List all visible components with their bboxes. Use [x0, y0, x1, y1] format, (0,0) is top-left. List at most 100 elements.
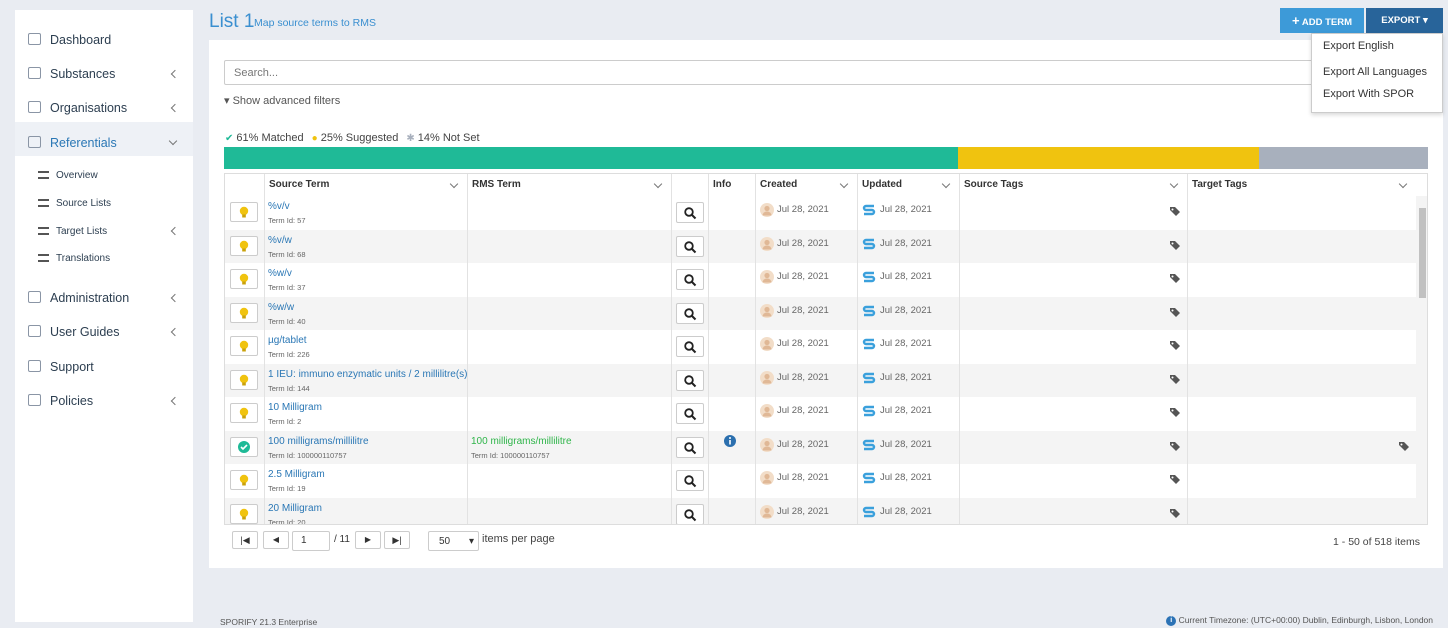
user-avatar [760, 471, 774, 485]
table-row[interactable]: 20 Milligram Term Id: 20 Jul 28, 2021 Jul 2… [225, 497, 1416, 524]
cell-border [959, 497, 960, 524]
nav-item[interactable]: Support [15, 357, 193, 377]
cell-border [671, 196, 672, 230]
nav-item[interactable]: User Guides [15, 322, 193, 342]
search-button[interactable] [676, 202, 704, 223]
source-term[interactable]: %w/w [268, 301, 295, 313]
table-row[interactable]: %v/v Term Id: 57 Jul 28, 2021 Jul 28, 2021 [225, 196, 1416, 230]
sort-chevron[interactable] [653, 179, 663, 189]
nav-item[interactable]: Administration [15, 288, 193, 308]
table-row[interactable]: %w/w Term Id: 40 Jul 28, 2021 Jul 28, 2021 [225, 296, 1416, 330]
table-row[interactable]: µg/tablet Term Id: 226 Jul 28, 2021 Jul 28,… [225, 330, 1416, 364]
source-term[interactable]: 100 milligrams/millilitre [268, 435, 369, 447]
column-title: Target Tags [1192, 179, 1248, 190]
suggested-icon [239, 340, 249, 352]
cell-border [1187, 330, 1188, 364]
status-legend: ✔ 61% Matched ● 25% Suggested ✱ 14% Not Set [225, 132, 480, 144]
table-row[interactable]: 100 milligrams/millilitre Term Id: 100000… [225, 430, 1416, 464]
export-button[interactable]: EXPORT ▾ [1366, 8, 1443, 33]
updated-date: Jul 28, 2021 [880, 304, 932, 316]
status-button[interactable] [230, 503, 258, 524]
search-button[interactable] [676, 235, 704, 257]
nav-label: Dashboard [50, 33, 112, 47]
sort-chevron[interactable] [1169, 179, 1179, 189]
filters-toggle-label: Show advanced filters [232, 95, 341, 107]
nav-item[interactable]: Referentials [15, 133, 193, 153]
search-input[interactable]: Search... [224, 60, 1428, 85]
sort-chevron[interactable] [449, 179, 459, 189]
search-button[interactable] [676, 436, 704, 458]
sub-nav-item[interactable]: Source Lists [38, 198, 111, 209]
cell-border [959, 296, 960, 330]
search-button[interactable] [676, 403, 704, 424]
status-button[interactable] [230, 436, 258, 457]
scrollbar-thumb[interactable] [1419, 208, 1426, 298]
cell-border [671, 229, 672, 263]
source-term[interactable]: %v/w [268, 234, 292, 246]
status-button[interactable] [230, 202, 258, 222]
table-row[interactable]: %w/v Term Id: 37 Jul 28, 2021 Jul 28, 2021 [225, 263, 1416, 297]
export-menu-item[interactable]: Export All Languages [1323, 66, 1427, 78]
prev-page-button[interactable]: ◀ [263, 531, 289, 549]
filters-toggle[interactable]: ▾ Show advanced filters [224, 95, 341, 107]
nav-item[interactable]: Dashboard [15, 30, 193, 50]
sort-chevron[interactable] [839, 179, 849, 189]
table-row[interactable]: 1 IEU: immuno enzymatic units / 2 millil… [225, 363, 1416, 397]
nav-label: Administration [50, 291, 130, 305]
export-menu-item[interactable]: Export English [1323, 40, 1394, 52]
source-term[interactable]: 1 IEU: immuno enzymatic units / 2 millil… [268, 368, 468, 380]
source-term[interactable]: 2.5 Milligram [268, 469, 325, 480]
source-term[interactable]: %v/v [268, 201, 290, 212]
cell-border [857, 397, 858, 431]
nav-item[interactable]: Substances [15, 64, 193, 84]
sub-nav-label: Overview [56, 170, 98, 181]
status-button[interactable] [230, 235, 258, 256]
rms-term[interactable]: 100 milligrams/millilitre [471, 435, 572, 447]
status-button[interactable] [230, 369, 258, 390]
page-input[interactable]: 1 [292, 531, 330, 551]
source-tag-icon [1170, 408, 1180, 417]
last-page-button[interactable]: ▶| [384, 531, 410, 549]
column-header: Target Tags [1187, 174, 1416, 196]
plus-icon: + [1291, 13, 1300, 28]
source-term[interactable]: %w/v [268, 268, 292, 279]
cell-border [671, 296, 672, 330]
search-button[interactable] [676, 336, 704, 357]
table-row[interactable]: %v/w Term Id: 68 Jul 28, 2021 Jul 28, 2021 [225, 229, 1416, 263]
cell-border [467, 296, 468, 330]
export-menu-item[interactable]: Export With SPOR [1323, 88, 1415, 100]
source-term[interactable]: µg/tablet [268, 335, 307, 346]
sub-nav-item[interactable]: Target Lists [38, 226, 107, 237]
status-button[interactable] [230, 269, 258, 289]
table-row[interactable]: 2.5 Milligram Term Id: 19 Jul 28, 2021 Jul … [225, 464, 1416, 498]
sort-chevron[interactable] [1398, 179, 1408, 189]
search-button[interactable] [676, 269, 704, 290]
table-row[interactable]: 10 Milligram Term Id: 2 Jul 28, 2021 Jul 28… [225, 397, 1416, 431]
search-button[interactable] [676, 503, 704, 524]
status-button[interactable] [230, 336, 258, 356]
sub-nav-item[interactable]: Translations [38, 253, 110, 264]
status-button[interactable] [230, 470, 258, 490]
search-button[interactable] [676, 470, 704, 491]
status-button[interactable] [230, 302, 258, 323]
updated-date: Jul 28, 2021 [880, 438, 932, 450]
add-term-button[interactable]: + ADD TERM [1280, 8, 1364, 33]
sub-nav-item[interactable]: Overview [38, 170, 98, 181]
nav-item[interactable]: Policies [15, 391, 193, 411]
source-term[interactable]: 20 Milligram [268, 502, 322, 514]
search-button[interactable] [676, 302, 704, 324]
status-button[interactable] [230, 403, 258, 423]
sort-chevron[interactable] [941, 179, 951, 189]
nav-label: Organisations [50, 101, 128, 115]
user-avatar [760, 270, 774, 284]
next-page-button[interactable]: ▶ [355, 531, 381, 549]
source-term[interactable]: 10 Milligram [268, 402, 322, 413]
scrollbar[interactable] [1416, 196, 1427, 524]
nav-chevron [170, 103, 180, 113]
cell-border [1187, 196, 1188, 230]
search-button[interactable] [676, 369, 704, 391]
first-page-button[interactable]: |◀ [232, 531, 258, 549]
per-page-select[interactable]: 50 ▾ [428, 531, 479, 551]
nav-item[interactable]: Organisations [15, 98, 193, 118]
suggested-icon [239, 307, 249, 318]
